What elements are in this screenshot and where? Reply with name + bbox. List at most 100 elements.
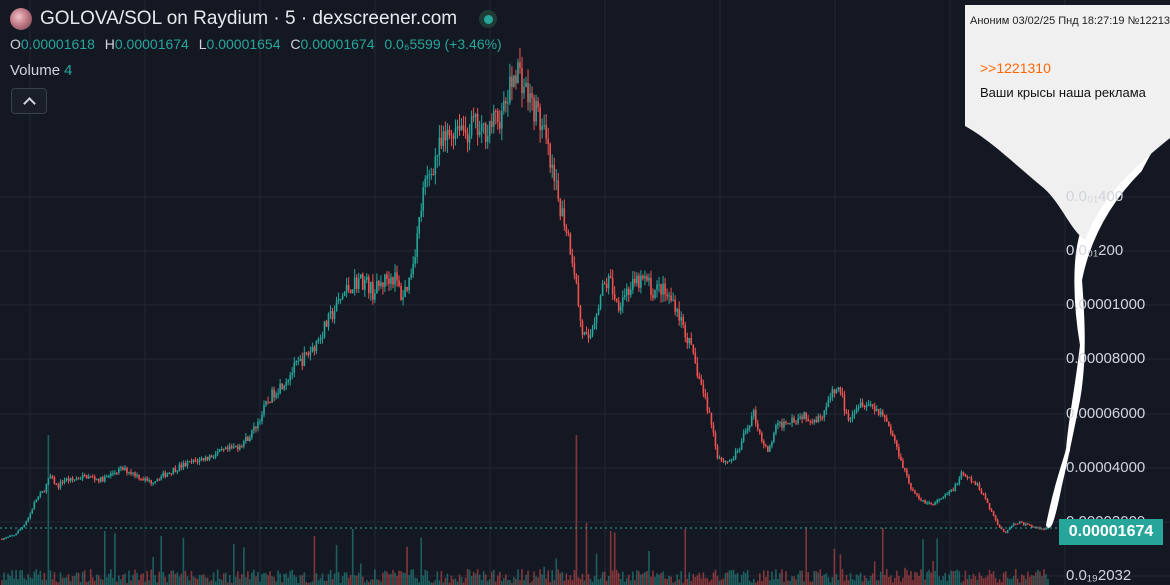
volume-bar — [700, 578, 703, 585]
candle-body — [779, 422, 781, 424]
candle-body — [807, 419, 809, 422]
candle-body — [271, 389, 273, 403]
volume-bar — [569, 575, 572, 585]
candle-body — [31, 509, 34, 514]
candle-body — [1029, 524, 1031, 526]
candle-body — [426, 175, 429, 180]
candle-body — [228, 446, 231, 450]
volume-bar — [879, 571, 882, 585]
price-axis-tick: 0.0₁₉2032 — [1066, 567, 1132, 584]
candle-body — [335, 300, 338, 312]
candle-body — [936, 500, 938, 503]
candle-body — [59, 481, 62, 488]
candle-body — [821, 417, 824, 419]
candle-body — [714, 432, 717, 447]
volume-bar — [756, 580, 759, 585]
volume-bar — [793, 576, 795, 585]
volume-bar — [77, 572, 80, 585]
candle-body — [180, 464, 183, 468]
candle-body — [55, 484, 58, 486]
volume-bar — [162, 571, 165, 585]
candle-body — [77, 478, 80, 480]
candle-body — [476, 113, 479, 135]
volume-bar — [128, 570, 130, 585]
volume-bar — [940, 580, 942, 585]
volume-bar — [636, 570, 638, 585]
candle-body — [33, 502, 36, 510]
candle-body — [110, 473, 112, 477]
volume-bar — [785, 571, 787, 585]
volume-bar — [777, 579, 779, 585]
candle-body — [855, 408, 858, 413]
post-reply-link[interactable]: >>1221310 — [980, 60, 1051, 76]
candle-body — [754, 410, 757, 424]
candle-body — [809, 421, 811, 423]
candle-body — [412, 263, 414, 275]
candle-body — [793, 417, 795, 423]
volume-bar — [21, 570, 23, 585]
volume-bar — [795, 579, 797, 585]
volume-bar — [206, 577, 209, 585]
volume-bar — [912, 579, 914, 585]
volume-bar — [781, 569, 783, 585]
volume-bar — [390, 573, 392, 585]
candle-body — [85, 475, 88, 479]
volume-bar — [33, 571, 36, 585]
candle-body — [174, 468, 177, 472]
volume-bar — [714, 569, 717, 585]
volume-bar — [295, 576, 298, 585]
volume-bar — [501, 581, 503, 585]
candle-body — [648, 277, 650, 281]
candle-body — [585, 331, 588, 334]
candle-body — [249, 437, 251, 441]
volume-bar — [690, 581, 693, 585]
volume-bar — [615, 569, 618, 585]
volume-bar — [829, 582, 832, 585]
volume-bar — [577, 577, 580, 585]
volume-bar — [87, 581, 90, 585]
volume-bar — [529, 582, 531, 585]
candle-body — [482, 123, 485, 125]
collapse-legend-button[interactable] — [11, 88, 47, 114]
volume-bar — [494, 581, 497, 585]
volume-bar — [440, 571, 443, 585]
volume-bar — [341, 576, 344, 585]
volume-bar — [291, 569, 294, 585]
candle-body — [660, 284, 662, 295]
candle-body — [146, 478, 148, 481]
volume-bar — [394, 572, 396, 585]
volume-bar — [468, 569, 471, 585]
candle-body — [825, 406, 828, 411]
volume-bar — [660, 573, 662, 585]
volume-bar — [906, 570, 908, 585]
candle-body — [962, 472, 965, 474]
volume-bar — [543, 566, 545, 585]
candle-body — [571, 254, 574, 264]
candle-body — [206, 456, 209, 460]
candle-body — [25, 521, 28, 525]
volume-bar — [1029, 576, 1031, 585]
volume-bar — [1020, 574, 1023, 585]
volume-bar — [914, 571, 916, 585]
candle-body — [1014, 523, 1017, 525]
candle-body — [499, 122, 501, 129]
volume-bar — [726, 572, 729, 585]
candle-body — [216, 451, 219, 455]
candle-body — [309, 351, 312, 356]
candle-body — [178, 464, 181, 471]
volume-bar — [851, 579, 854, 585]
volume-bar — [192, 576, 195, 585]
volume-bar — [452, 579, 455, 585]
candle-body — [684, 324, 687, 338]
candle-body — [1037, 527, 1039, 529]
volume-bar — [482, 571, 485, 585]
volume-bar — [299, 575, 302, 585]
candle-body — [1010, 525, 1013, 528]
candle-body — [1041, 528, 1043, 530]
candle-body — [849, 418, 852, 421]
candle-body — [436, 155, 439, 157]
volume-bar — [349, 574, 352, 585]
candle-body — [1025, 523, 1027, 526]
volume-bar — [787, 580, 789, 585]
